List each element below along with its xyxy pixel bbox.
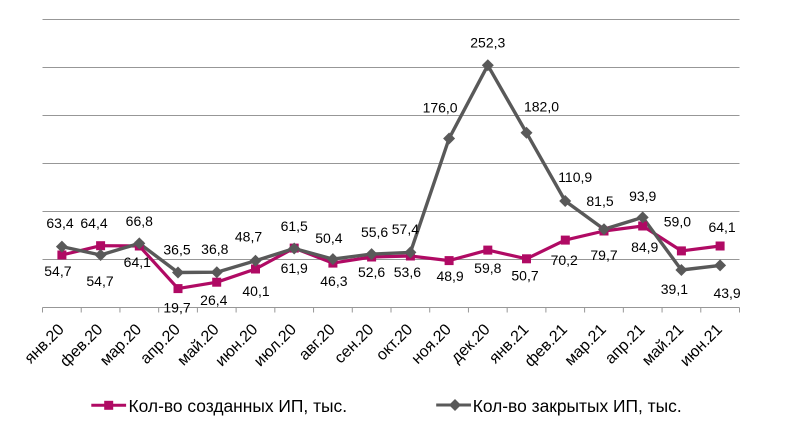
svg-text:Кол-во созданных ИП, тыс.: Кол-во созданных ИП, тыс. <box>129 396 348 416</box>
svg-text:63,4: 63,4 <box>46 215 73 231</box>
svg-text:57,4: 57,4 <box>392 221 419 237</box>
svg-text:55,6: 55,6 <box>361 224 388 240</box>
svg-text:252,3: 252,3 <box>470 35 505 51</box>
svg-text:61,5: 61,5 <box>281 218 308 234</box>
svg-text:182,0: 182,0 <box>524 99 559 115</box>
svg-text:64,4: 64,4 <box>80 215 107 231</box>
svg-text:36,8: 36,8 <box>201 241 228 257</box>
svg-text:Кол-во закрытых ИП, тыс.: Кол-во закрытых ИП, тыс. <box>473 396 682 416</box>
svg-text:54,7: 54,7 <box>44 263 71 279</box>
svg-text:64,1: 64,1 <box>124 254 151 270</box>
svg-text:39,1: 39,1 <box>661 281 688 297</box>
svg-text:50,4: 50,4 <box>315 230 342 246</box>
svg-text:36,5: 36,5 <box>163 241 190 257</box>
svg-text:79,7: 79,7 <box>590 247 617 263</box>
svg-text:43,9: 43,9 <box>713 285 740 301</box>
svg-text:93,9: 93,9 <box>629 188 656 204</box>
svg-text:40,1: 40,1 <box>242 283 269 299</box>
svg-text:46,3: 46,3 <box>320 273 347 289</box>
svg-text:61,9: 61,9 <box>281 260 308 276</box>
svg-text:59,0: 59,0 <box>664 214 691 230</box>
svg-text:84,9: 84,9 <box>631 239 658 255</box>
svg-text:48,9: 48,9 <box>436 268 463 284</box>
svg-text:48,7: 48,7 <box>235 229 262 245</box>
svg-text:50,7: 50,7 <box>511 268 538 284</box>
svg-text:54,7: 54,7 <box>86 273 113 289</box>
svg-text:110,9: 110,9 <box>558 169 592 185</box>
svg-text:70,2: 70,2 <box>551 252 578 268</box>
svg-text:59,8: 59,8 <box>474 260 501 276</box>
svg-text:52,6: 52,6 <box>358 264 385 280</box>
svg-text:26,4: 26,4 <box>200 292 227 308</box>
svg-text:53,6: 53,6 <box>394 264 421 280</box>
svg-text:176,0: 176,0 <box>423 100 458 116</box>
svg-text:81,5: 81,5 <box>586 193 613 209</box>
svg-text:66,8: 66,8 <box>126 213 153 229</box>
svg-text:19,7: 19,7 <box>163 299 190 315</box>
svg-text:64,1: 64,1 <box>708 219 735 235</box>
